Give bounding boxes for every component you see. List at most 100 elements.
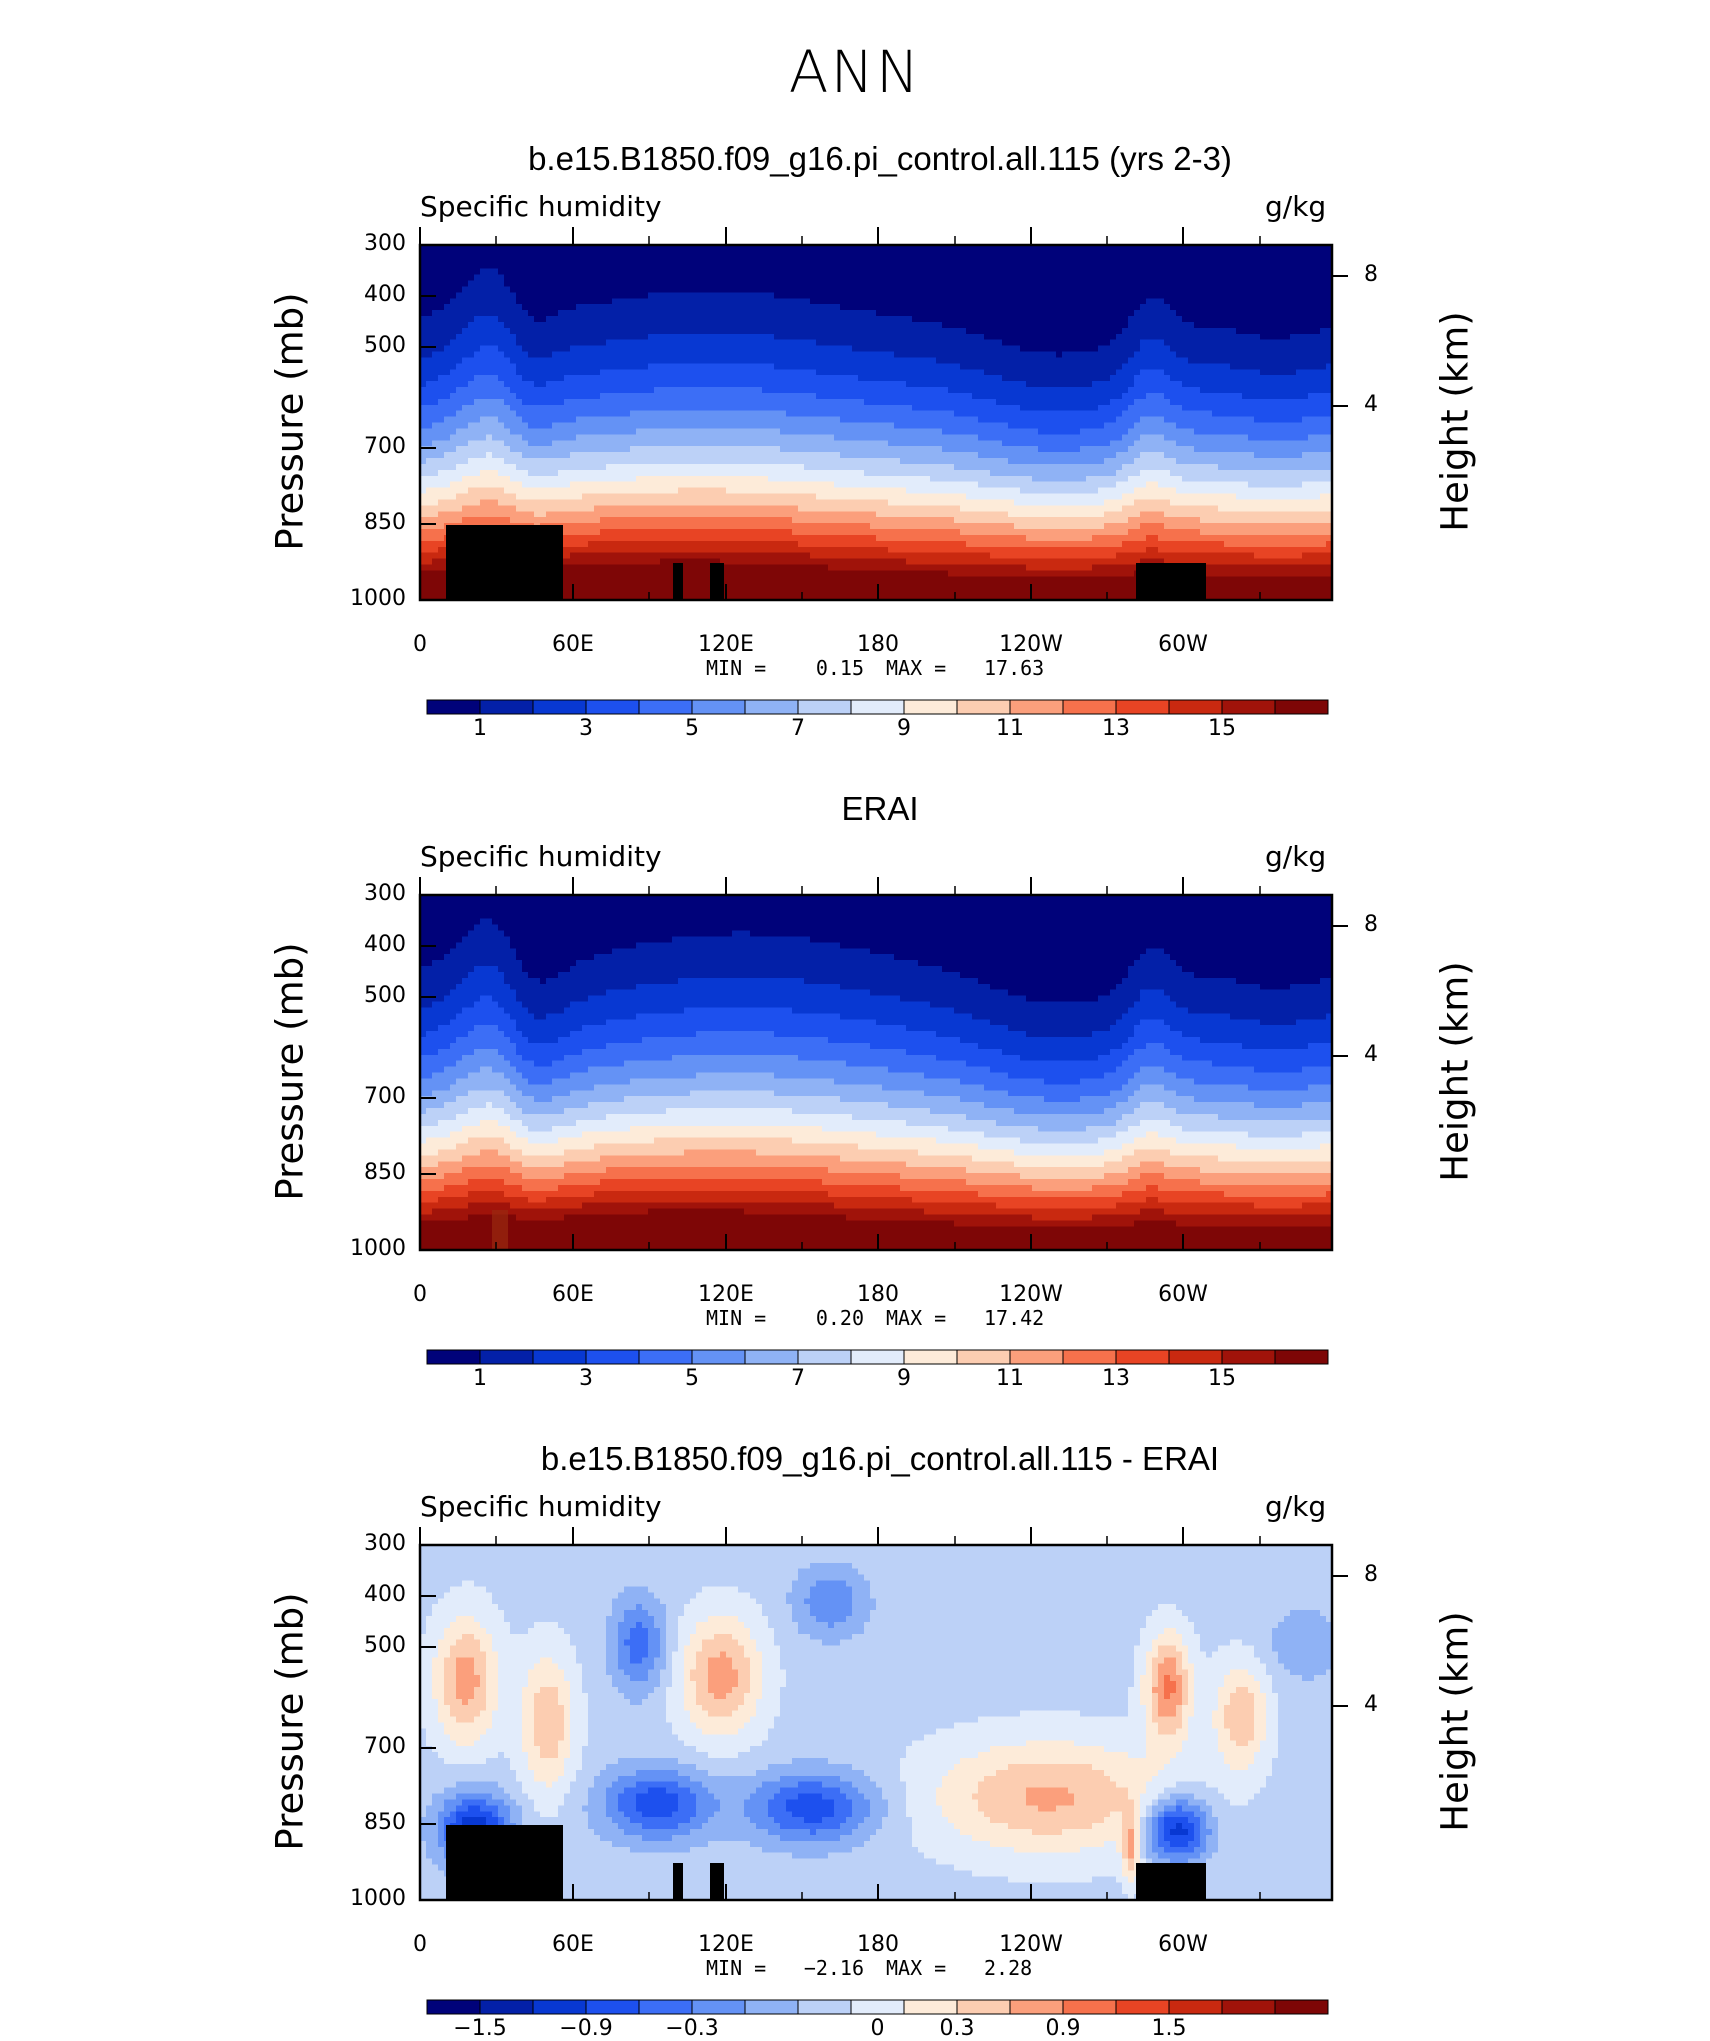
heatmap-cell (1122, 1823, 1135, 1830)
heatmap-cell (1008, 1876, 1093, 1883)
heatmap-cell (588, 1692, 625, 1700)
heatmap-cell (528, 1137, 559, 1145)
heatmap-cell (438, 1651, 451, 1659)
heatmap-cell (1140, 1639, 1153, 1647)
heatmap-cell (648, 292, 775, 299)
y-right-tick-label: 4 (1364, 1042, 1378, 1067)
topography-mask (1136, 563, 1206, 600)
heatmap-cell (1254, 1698, 1267, 1706)
x-tick-label: 60E (552, 632, 594, 657)
heatmap-cell (678, 487, 727, 495)
heatmap-cell (828, 1758, 901, 1765)
heatmap-cell (1212, 1722, 1225, 1730)
heatmap-cell (1128, 1829, 1135, 1836)
heatmap-cell (1254, 1728, 1267, 1735)
heatmap-cell (510, 1627, 529, 1635)
heatmap-cell (516, 1102, 589, 1109)
heatmap-cell (504, 440, 529, 447)
heatmap-cell (1134, 1846, 1141, 1854)
heatmap-cell (582, 1681, 613, 1688)
heatmap-cell (912, 1829, 961, 1836)
heatmap-cell (786, 1799, 835, 1806)
heatmap-cell (906, 1161, 1015, 1168)
heatmap-cell (708, 1840, 751, 1848)
heatmap-cell (1272, 1675, 1303, 1682)
heatmap-cell (480, 1710, 493, 1718)
heatmap-cell (984, 1811, 1111, 1818)
heatmap-cell (498, 1669, 529, 1676)
heatmap-cell (696, 1592, 751, 1599)
heatmap-cell (672, 1834, 781, 1842)
heatmap-cell (468, 458, 505, 465)
heatmap-cell (420, 1722, 445, 1730)
heatmap-cell (996, 398, 1111, 406)
heatmap-cell (516, 948, 613, 955)
heatmap-cell (432, 1610, 505, 1617)
heatmap-cell (1152, 1687, 1165, 1694)
heatmap-cell (1014, 1108, 1105, 1115)
heatmap-cell (510, 942, 637, 949)
heatmap-cell (456, 410, 517, 418)
heatmap-cell (420, 493, 457, 501)
heatmap-cell (528, 1675, 565, 1682)
heatmap-cell (912, 1840, 991, 1848)
heatmap-cell (840, 1013, 973, 1020)
heatmap-cell (582, 493, 817, 501)
heatmap-cell (1140, 1834, 1147, 1842)
heatmap-cell (516, 1131, 583, 1139)
heatmap-cell (606, 1616, 625, 1623)
heatmap-cell (1254, 552, 1303, 560)
heatmap-cell (750, 1675, 763, 1682)
heatmap-cell (894, 351, 1057, 359)
heatmap-cell (606, 1787, 625, 1795)
heatmap-cell (1122, 1811, 1135, 1818)
heatmap-cell (1182, 475, 1333, 483)
heatmap-cell (570, 1031, 697, 1038)
heatmap-cell (1236, 1687, 1249, 1694)
heatmap-cell (1326, 540, 1333, 548)
heatmap-cell (522, 1817, 589, 1824)
y-tick-label: 300 (364, 231, 406, 256)
x-tick-label: 180 (857, 1282, 899, 1307)
heatmap-cell (486, 1698, 499, 1706)
heatmap-cell (420, 381, 427, 388)
heatmap-cell (1188, 1681, 1195, 1688)
heatmap-cell (516, 463, 607, 471)
heatmap-cell (1182, 1740, 1219, 1747)
heatmap-cell (1008, 1025, 1111, 1032)
heatmap-cell (582, 1202, 835, 1210)
heatmap-cell (1176, 458, 1333, 465)
heatmap-cell (942, 446, 1039, 453)
heatmap-cell (636, 1604, 643, 1611)
colorbar-swatch (638, 1349, 693, 1365)
heatmap-cell (768, 1621, 799, 1629)
heatmap-cell (1272, 1681, 1333, 1688)
heatmap-cell (552, 440, 889, 447)
heatmap-cell (864, 398, 997, 406)
colorbar-swatch (691, 1999, 746, 2015)
heatmap-cell (1176, 570, 1333, 577)
heatmap-cell (690, 1775, 781, 1783)
heatmap-cell (1230, 1698, 1255, 1706)
heatmap-cell (420, 564, 469, 572)
heatmap-cell (534, 1096, 553, 1103)
heatmap-cell (1146, 1131, 1159, 1139)
heatmap-cell (1146, 1823, 1153, 1830)
heatmap-cell (1290, 1669, 1327, 1676)
colorbar-swatch (479, 1349, 534, 1365)
heatmap-cell (654, 1663, 667, 1670)
heatmap-cell (1074, 1793, 1129, 1801)
heatmap-cell (1146, 1829, 1153, 1836)
heatmap-cell (618, 1627, 631, 1635)
heatmap-cell (420, 1562, 811, 1570)
heatmap-cell (1134, 1149, 1171, 1156)
heatmap-cell (558, 1746, 571, 1753)
heatmap-cell (840, 1834, 871, 1842)
heatmap-cell (1134, 458, 1177, 465)
heatmap-cell (1266, 1663, 1285, 1670)
heatmap-cell (1092, 381, 1135, 388)
heatmap-cell (906, 1025, 1009, 1032)
heatmap-cell (858, 375, 1003, 382)
heatmap-cell (798, 540, 967, 548)
heatmap-cell (516, 1025, 583, 1032)
